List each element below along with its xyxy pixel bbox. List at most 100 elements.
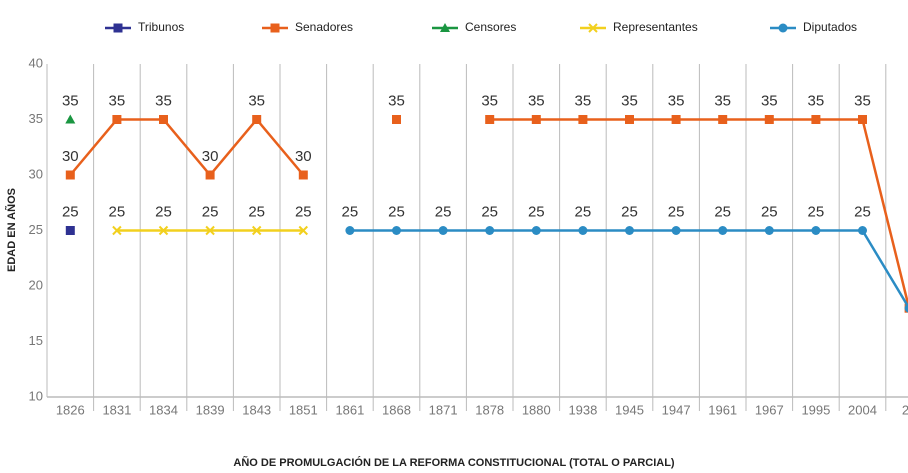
data-label: 35 [761,92,778,109]
y-tick-label: 25 [29,222,43,237]
data-label: 25 [808,203,825,220]
data-label: 25 [62,203,79,220]
x-tick-label: 1834 [149,402,178,417]
marker [440,23,450,32]
y-tick-label: 30 [29,166,43,181]
marker [578,115,588,124]
x-tick-label: 1861 [335,402,364,417]
marker [671,115,681,124]
marker [205,225,215,236]
y-tick-label: 10 [29,388,43,403]
marker [65,170,75,180]
data-label: 25 [435,203,452,220]
marker [392,226,401,235]
marker [251,225,262,236]
x-tick-label: 1826 [56,402,85,417]
marker [438,226,448,235]
x-tick-label: 20 [902,402,908,417]
marker [298,225,309,236]
x-tick-label: 1938 [568,402,597,417]
data-label: 25 [109,203,126,220]
data-label: 25 [528,203,545,220]
data-label: 30 [295,148,312,165]
series-line [69,117,908,309]
marker [65,226,75,235]
x-tick-label: 1947 [662,402,691,417]
x-tick-label: 1961 [708,402,737,417]
marker [588,23,598,33]
marker [718,115,728,124]
data-label: 35 [575,92,592,109]
marker [159,115,168,124]
marker [811,115,821,124]
x-tick-label: 1851 [289,402,318,417]
marker [205,170,215,180]
marker [625,115,634,124]
marker [392,115,401,124]
data-label: 25 [388,203,405,220]
legend-label: Tribunos [138,20,184,34]
marker [158,225,169,236]
marker [298,170,308,180]
marker [485,115,495,124]
marker [531,226,541,235]
data-label: 35 [854,92,871,109]
x-axis-title: AÑO DE PROMULGACIÓN DE LA REFORMA CONSTI… [233,456,675,469]
data-label: 25 [668,203,685,220]
series-line [349,229,908,309]
y-tick-label: 40 [29,55,43,70]
marker [112,225,122,236]
y-tick-label: 15 [29,333,43,348]
x-tick-label: 1878 [475,402,504,417]
x-tick-label: 1995 [801,402,830,417]
x-tick-label: 1880 [522,402,551,417]
data-label: 30 [202,148,219,165]
marker [485,226,495,235]
marker [764,226,774,235]
legend-label: Diputados [803,20,857,34]
data-label: 35 [109,92,126,109]
data-label: 25 [761,203,778,220]
legend-label: Senadores [295,20,353,34]
data-label: 35 [668,92,685,109]
data-label: 25 [155,203,172,220]
legend-label: Censores [465,20,516,34]
x-tick-label: 1871 [429,402,458,417]
data-label: 25 [481,203,498,220]
marker [625,226,634,235]
data-label: 35 [62,92,79,109]
x-tick-label: 1839 [196,402,225,417]
y-axis-title: EDAD EN AÑOS [5,188,18,272]
data-label: 25 [854,203,871,220]
x-tick-label: 1945 [615,402,644,417]
marker [345,226,355,235]
data-label: 25 [621,203,638,220]
y-tick-label: 35 [29,111,43,126]
marker [764,115,774,124]
y-tick-label: 20 [29,277,43,292]
marker [65,114,76,124]
data-label: 25 [575,203,592,220]
marker [113,23,123,33]
x-tick-label: 1831 [102,402,131,417]
data-label: 35 [714,92,731,109]
data-label: 35 [808,92,825,109]
data-label: 25 [295,203,312,220]
data-label: 25 [342,203,359,220]
marker [671,226,681,235]
data-label: 30 [62,148,79,165]
x-tick-label: 1967 [755,402,784,417]
x-tick-label: 1843 [242,402,271,417]
data-label: 35 [481,92,498,109]
data-label: 35 [155,92,172,109]
data-label: 35 [248,92,265,109]
data-label: 35 [621,92,638,109]
marker [718,226,728,235]
data-label: 25 [248,203,265,220]
data-label: 35 [388,92,405,109]
data-label: 25 [202,203,219,220]
marker [858,226,867,235]
marker [778,23,788,33]
x-tick-label: 1868 [382,402,411,417]
